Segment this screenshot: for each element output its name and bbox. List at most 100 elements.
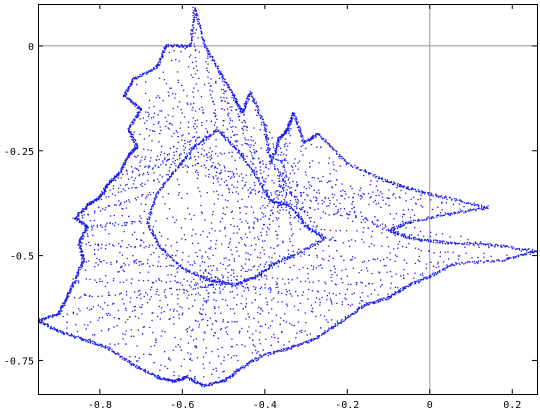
data-point (358, 272, 360, 274)
data-point (288, 347, 290, 349)
data-point (141, 195, 143, 197)
data-point (117, 309, 119, 312)
data-point (80, 264, 82, 266)
data-point (398, 291, 400, 294)
data-point (63, 333, 66, 335)
data-point (176, 281, 178, 284)
data-point (47, 325, 49, 328)
data-point (253, 237, 256, 239)
data-point (251, 95, 253, 97)
data-point (189, 269, 191, 272)
data-point (167, 378, 170, 380)
data-point (151, 372, 153, 374)
data-point (508, 257, 511, 259)
data-point (433, 275, 435, 277)
data-point (243, 110, 245, 112)
data-point (306, 248, 308, 250)
data-point (318, 192, 320, 194)
data-point (235, 102, 237, 104)
data-point (195, 9, 197, 11)
data-point (80, 241, 82, 244)
data-point (467, 202, 469, 204)
data-point (54, 328, 57, 330)
data-point (394, 291, 396, 293)
data-point (193, 67, 195, 69)
data-point (85, 261, 88, 263)
data-point (151, 319, 153, 322)
data-point (77, 213, 79, 215)
data-point (86, 307, 88, 309)
data-point (186, 155, 189, 157)
data-point (240, 283, 242, 285)
data-point (409, 285, 411, 287)
data-point (205, 167, 207, 169)
data-point (367, 270, 369, 272)
data-point (62, 333, 64, 335)
data-point (275, 149, 277, 152)
data-point (181, 44, 183, 46)
data-point (292, 250, 294, 253)
data-point (405, 235, 407, 237)
data-point (230, 279, 233, 281)
data-point (446, 198, 448, 201)
data-point (307, 277, 309, 280)
data-point (250, 361, 252, 363)
data-point (427, 192, 429, 194)
data-point (176, 241, 178, 243)
data-point (203, 297, 205, 299)
data-point (252, 163, 255, 165)
data-point (254, 274, 257, 277)
data-point (473, 204, 475, 207)
data-point (455, 263, 458, 265)
data-point (212, 211, 214, 213)
data-point (281, 136, 283, 138)
data-point (254, 249, 256, 251)
data-point (213, 191, 215, 193)
data-point (304, 312, 306, 314)
data-point (270, 154, 272, 157)
data-point (222, 76, 224, 78)
data-point (285, 174, 287, 176)
data-point (290, 123, 292, 125)
data-point (301, 218, 303, 220)
data-point (240, 110, 242, 112)
data-point (62, 332, 65, 334)
data-point (441, 241, 443, 243)
data-point (159, 265, 162, 268)
data-point (424, 191, 426, 193)
data-point (106, 184, 108, 186)
data-point (202, 230, 204, 233)
data-point (138, 76, 141, 78)
data-point (191, 272, 193, 275)
data-point (301, 207, 303, 209)
data-point (198, 18, 200, 21)
data-point (113, 178, 115, 180)
data-point (266, 137, 268, 139)
data-point (264, 190, 266, 193)
data-point (189, 284, 191, 286)
data-point (300, 135, 302, 137)
data-point (158, 279, 161, 281)
data-point (364, 304, 366, 306)
data-point (226, 304, 228, 306)
data-point (232, 269, 235, 271)
data-point (119, 281, 121, 283)
data-point (154, 374, 156, 377)
data-point (211, 213, 214, 216)
data-point (280, 185, 282, 187)
data-point (119, 172, 121, 174)
data-point (59, 312, 62, 314)
data-point (142, 369, 145, 371)
data-point (222, 136, 225, 138)
data-point (266, 193, 268, 195)
data-point (156, 239, 158, 241)
data-point (275, 201, 277, 203)
data-point (244, 263, 246, 265)
data-point (188, 213, 191, 215)
data-point (283, 256, 285, 258)
data-point (135, 77, 137, 79)
data-point (223, 84, 225, 86)
data-point (477, 261, 479, 264)
data-point (280, 186, 282, 188)
data-point (332, 147, 334, 149)
